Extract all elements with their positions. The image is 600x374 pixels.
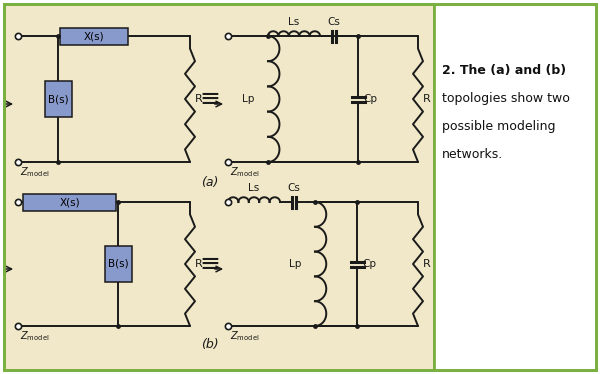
Text: 2. The (a) and (b): 2. The (a) and (b): [442, 64, 566, 77]
Text: R: R: [195, 94, 203, 104]
Text: (b): (b): [201, 338, 219, 351]
Text: R: R: [195, 259, 203, 269]
Bar: [23, 193, 116, 211]
Text: Lp: Lp: [242, 94, 254, 104]
Text: R: R: [423, 94, 431, 104]
Text: B(s): B(s): [47, 94, 68, 104]
Text: $Z_{\rm model}$: $Z_{\rm model}$: [230, 165, 260, 179]
Bar: [44, 81, 71, 117]
Text: topologies show two: topologies show two: [442, 92, 570, 105]
Bar: [4, 4, 434, 370]
Text: Cs: Cs: [287, 183, 301, 193]
Bar: [434, 4, 596, 370]
Text: ≡: ≡: [199, 252, 221, 276]
Text: ≡: ≡: [199, 87, 221, 111]
Bar: [104, 246, 131, 282]
Text: $Z_{\rm model}$: $Z_{\rm model}$: [230, 329, 260, 343]
Text: Ls: Ls: [248, 183, 260, 193]
Text: X(s): X(s): [83, 31, 104, 41]
Text: $Z_{\rm model}$: $Z_{\rm model}$: [20, 165, 50, 179]
Text: possible modeling: possible modeling: [442, 120, 556, 133]
Text: $Z_{\rm model}$: $Z_{\rm model}$: [20, 329, 50, 343]
Text: Cs: Cs: [328, 17, 340, 27]
Text: Cp: Cp: [362, 259, 376, 269]
Text: X(s): X(s): [59, 197, 80, 207]
Text: B(s): B(s): [107, 259, 128, 269]
Bar: [60, 28, 128, 45]
Text: Ls: Ls: [289, 17, 299, 27]
Text: R: R: [423, 259, 431, 269]
Text: networks.: networks.: [442, 148, 503, 161]
Text: (a): (a): [202, 176, 218, 189]
Text: Lp: Lp: [289, 259, 301, 269]
Text: Cp: Cp: [363, 94, 377, 104]
